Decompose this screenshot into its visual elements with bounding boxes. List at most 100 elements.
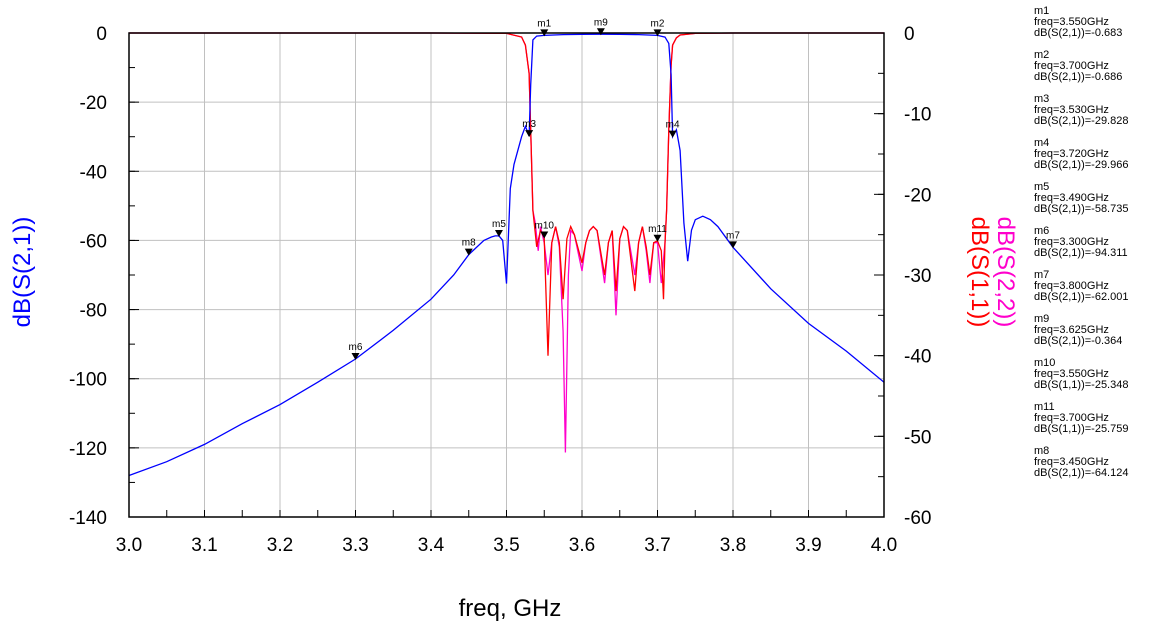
y-right-tick-label: -40 bbox=[904, 347, 931, 368]
marker-readout-m5: m5 freq=3.490GHz dB(S(2,1))=-58.735 bbox=[1034, 182, 1159, 215]
series-line-db-s-1-1- bbox=[129, 32, 884, 356]
marker-value: dB(S(1,1))=-25.759 bbox=[1034, 423, 1129, 435]
marker-value: dB(S(2,1))=-58.735 bbox=[1034, 203, 1129, 215]
x-axis-title: freq, GHz bbox=[459, 595, 562, 622]
marker-freq: freq=3.300GHz bbox=[1034, 236, 1109, 248]
y-right-tick-label: -60 bbox=[904, 508, 931, 529]
marker-name: m2 bbox=[1034, 49, 1050, 61]
y-left-tick-label: -40 bbox=[80, 162, 107, 183]
y-left-tick-label: -60 bbox=[80, 231, 107, 252]
y-right-tick-label: -50 bbox=[904, 427, 931, 448]
marker-m2-label: m2 bbox=[651, 18, 665, 29]
marker-freq: freq=3.625GHz bbox=[1034, 324, 1109, 336]
y-left-tick-label: -140 bbox=[69, 508, 107, 529]
x-tick-label: 3.1 bbox=[191, 535, 217, 556]
marker-name: m7 bbox=[1034, 269, 1050, 281]
marker-value: dB(S(2,1))=-62.001 bbox=[1034, 291, 1129, 303]
y-right-tick-label: -10 bbox=[904, 105, 931, 126]
y-right-tick-label: -20 bbox=[904, 185, 931, 206]
x-tick-label: 4.0 bbox=[871, 535, 897, 556]
x-tick-label: 3.5 bbox=[493, 535, 519, 556]
marker-m4-triangle bbox=[668, 130, 677, 138]
marker-value: dB(S(2,1))=-29.828 bbox=[1034, 115, 1129, 127]
marker-m1-label: m1 bbox=[537, 18, 551, 29]
marker-name: m8 bbox=[1034, 445, 1050, 457]
marker-m7-label: m7 bbox=[726, 230, 740, 241]
marker-freq: freq=3.700GHz bbox=[1034, 412, 1109, 424]
y-right-tick-label: -30 bbox=[904, 266, 931, 287]
series-line-db-s-2-1- bbox=[128, 33, 885, 477]
marker-freq: freq=3.800GHz bbox=[1034, 280, 1109, 292]
marker-m11-label: m11 bbox=[648, 224, 667, 235]
marker-name: m10 bbox=[1034, 357, 1056, 369]
marker-name: m9 bbox=[1034, 313, 1050, 325]
marker-name: m6 bbox=[1034, 225, 1050, 237]
marker-name: m11 bbox=[1034, 401, 1055, 413]
marker-name: m5 bbox=[1034, 181, 1050, 193]
y-axis-right-title-s22: dB(S(2,2)) bbox=[992, 217, 1019, 328]
marker-value: dB(S(2,1))=-64.124 bbox=[1034, 467, 1129, 479]
marker-m9-triangle bbox=[596, 28, 605, 36]
marker-readout-m1: m1 freq=3.550GHz dB(S(2,1))=-0.683 bbox=[1034, 6, 1159, 39]
y-left-tick-label: -100 bbox=[69, 370, 107, 391]
marker-readout-m7: m7 freq=3.800GHz dB(S(2,1))=-62.001 bbox=[1034, 270, 1159, 303]
marker-name: m4 bbox=[1034, 137, 1050, 149]
marker-m10-triangle bbox=[540, 231, 549, 239]
marker-m3-label: m3 bbox=[522, 119, 536, 130]
marker-m5-triangle bbox=[494, 230, 503, 238]
x-tick-label: 3.7 bbox=[644, 535, 670, 556]
x-tick-label: 3.9 bbox=[795, 535, 821, 556]
marker-name: m3 bbox=[1034, 93, 1050, 105]
y-left-tick-label: -120 bbox=[69, 439, 107, 460]
marker-freq: freq=3.720GHz bbox=[1034, 148, 1109, 160]
marker-readout-m3: m3 freq=3.530GHz dB(S(2,1))=-29.828 bbox=[1034, 94, 1159, 127]
marker-freq: freq=3.450GHz bbox=[1034, 456, 1109, 468]
marker-m8-label: m8 bbox=[462, 238, 476, 249]
marker-value: dB(S(2,1))=-0.683 bbox=[1034, 27, 1123, 39]
x-tick-label: 3.6 bbox=[569, 535, 595, 556]
marker-freq: freq=3.490GHz bbox=[1034, 192, 1109, 204]
marker-m10-label: m10 bbox=[535, 220, 555, 231]
marker-m9-label: m9 bbox=[594, 17, 608, 28]
y-left-tick-label: -80 bbox=[80, 301, 107, 322]
marker-value: dB(S(2,1))=-0.364 bbox=[1034, 335, 1123, 347]
marker-freq: freq=3.550GHz bbox=[1034, 368, 1109, 380]
x-tick-label: 3.2 bbox=[267, 535, 293, 556]
y-left-tick-label: 0 bbox=[96, 24, 107, 45]
marker-readout-m8: m8 freq=3.450GHz dB(S(2,1))=-64.124 bbox=[1034, 446, 1159, 479]
y-axis-right-title-s11: dB(S(1,1)) bbox=[966, 217, 993, 328]
marker-name: m1 bbox=[1034, 5, 1050, 17]
marker-value: dB(S(2,1))=-0.686 bbox=[1034, 71, 1123, 83]
markers: m1 m2 m3 m4 m5 m6 m7 m9 m10 m11 m8 bbox=[349, 17, 740, 361]
series-lines bbox=[128, 32, 885, 477]
x-tick-label: 3.0 bbox=[116, 535, 142, 556]
y-left-tick-label: -20 bbox=[80, 93, 107, 114]
marker-freq: freq=3.550GHz bbox=[1034, 16, 1109, 28]
marker-freq: freq=3.530GHz bbox=[1034, 104, 1109, 116]
marker-readout-m2: m2 freq=3.700GHz dB(S(2,1))=-0.686 bbox=[1034, 50, 1159, 83]
marker-m6-label: m6 bbox=[349, 342, 363, 353]
marker-value: dB(S(2,1))=-29.966 bbox=[1034, 159, 1129, 171]
x-tick-label: 3.3 bbox=[342, 535, 368, 556]
marker-readout-list: m1 freq=3.550GHz dB(S(2,1))=-0.683 m2 freq=3… bbox=[1034, 6, 1159, 490]
marker-readout-m4: m4 freq=3.720GHz dB(S(2,1))=-29.966 bbox=[1034, 138, 1159, 171]
marker-freq: freq=3.700GHz bbox=[1034, 60, 1109, 72]
marker-readout-m6: m6 freq=3.300GHz dB(S(2,1))=-94.311 bbox=[1034, 226, 1159, 259]
marker-readout-m11: m11 freq=3.700GHz dB(S(1,1))=-25.759 bbox=[1034, 402, 1159, 435]
marker-m2-triangle bbox=[653, 29, 662, 37]
marker-m3-triangle bbox=[525, 130, 534, 138]
marker-m7-triangle bbox=[729, 241, 737, 249]
marker-readout-m9: m9 freq=3.625GHz dB(S(2,1))=-0.364 bbox=[1034, 314, 1159, 347]
y-right-tick-label: 0 bbox=[904, 24, 915, 45]
marker-value: dB(S(1,1))=-25.348 bbox=[1034, 379, 1129, 391]
marker-value: dB(S(2,1))=-94.311 bbox=[1034, 247, 1128, 259]
s-parameter-plot: 3.0 3.1 3.2 3.3 3.4 3.5 3.6 3.7 3.8 3.9 4.0 0 -20 -40… bbox=[9, 17, 1019, 622]
x-tick-label: 3.4 bbox=[418, 535, 445, 556]
marker-m8-triangle bbox=[464, 248, 473, 256]
marker-m5-label: m5 bbox=[492, 219, 506, 230]
marker-m4-label: m4 bbox=[666, 120, 680, 131]
y-axis-left-title: dB(S(2,1)) bbox=[9, 217, 36, 328]
x-tick-label: 3.8 bbox=[720, 535, 746, 556]
marker-m6-triangle bbox=[351, 353, 360, 361]
marker-readout-m10: m10 freq=3.550GHz dB(S(1,1))=-25.348 bbox=[1034, 358, 1159, 391]
